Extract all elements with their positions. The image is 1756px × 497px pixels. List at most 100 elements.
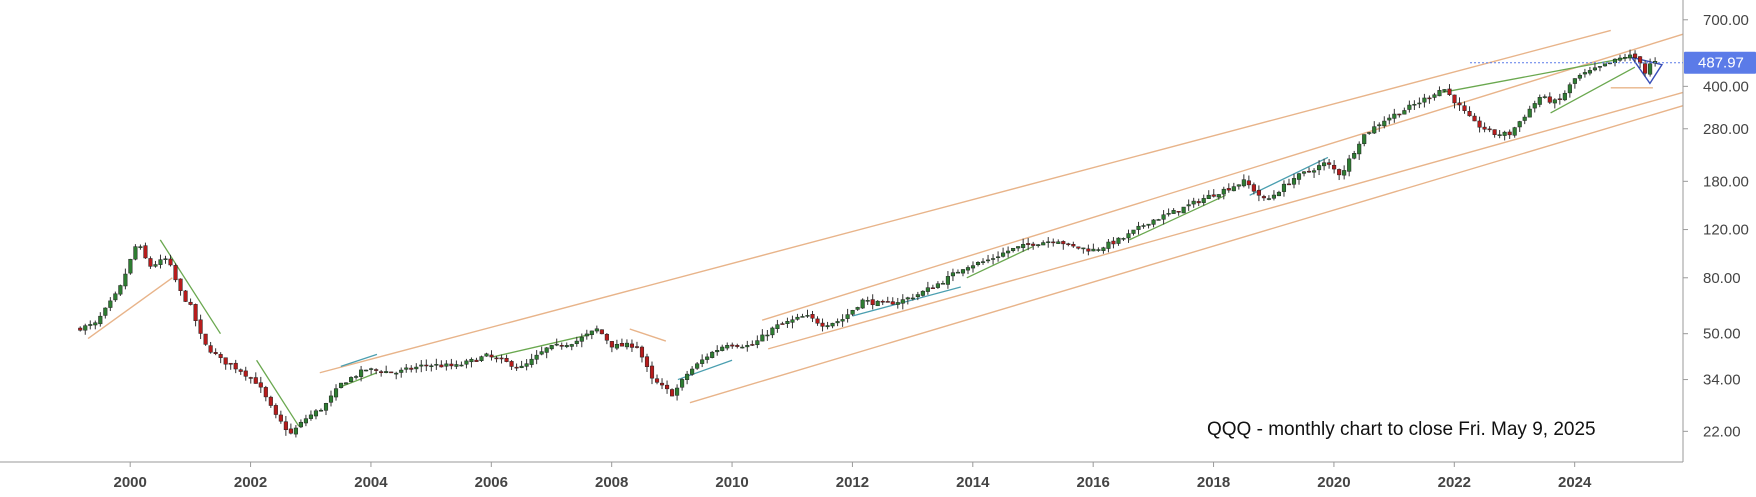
candle-body: [619, 343, 624, 347]
candle-body: [780, 323, 785, 325]
candle-body: [599, 329, 604, 335]
candle-body: [1352, 153, 1357, 159]
candle-body: [1407, 104, 1412, 110]
candle-body: [1226, 188, 1231, 191]
x-tick-label: 2012: [836, 474, 869, 491]
x-tick-label: 2022: [1438, 474, 1471, 491]
candle-body: [474, 359, 479, 362]
candle-body: [745, 345, 750, 348]
candle-body: [293, 427, 298, 435]
candle-body: [649, 365, 655, 379]
candle-body: [1422, 97, 1427, 103]
candle-body: [654, 378, 660, 383]
candle-body: [1633, 53, 1638, 58]
candle-body: [534, 354, 539, 360]
candle-body: [805, 315, 810, 317]
candle-body: [298, 421, 303, 428]
candle-body: [123, 273, 128, 287]
candle-body: [424, 364, 429, 367]
candle-body: [313, 410, 319, 417]
candle-body: [198, 319, 203, 334]
candle-body: [680, 379, 685, 388]
candle-body: [1061, 241, 1066, 245]
candle-body: [1151, 219, 1156, 225]
candle-body: [449, 363, 454, 367]
candle-body: [1101, 247, 1106, 251]
candle-body: [1447, 88, 1452, 95]
candle-body: [830, 322, 835, 327]
y-tick-label: 700.00: [1703, 12, 1749, 29]
candle-body: [1497, 134, 1502, 136]
candle-body: [1041, 242, 1046, 246]
x-tick-label: 2020: [1317, 474, 1350, 491]
candle-body: [1577, 74, 1582, 79]
candle-body: [900, 299, 905, 304]
candle-body: [1372, 126, 1377, 134]
candle-body: [1211, 194, 1216, 197]
x-tick-label: 2024: [1558, 474, 1592, 491]
candle-body: [614, 343, 619, 349]
candle-body: [1161, 214, 1166, 220]
candle-body: [1206, 194, 1211, 199]
candle-body: [1286, 183, 1292, 186]
candle-body: [955, 271, 961, 274]
candle-body: [288, 428, 293, 434]
y-tick-label: 50.00: [1703, 326, 1741, 343]
candle-body: [1547, 96, 1552, 103]
candle-body: [710, 351, 715, 358]
candle-body: [434, 364, 439, 366]
candle-body: [429, 365, 434, 367]
candle-body: [870, 299, 875, 306]
candle-body: [1387, 117, 1392, 121]
candle-body: [213, 352, 218, 354]
candle-body: [559, 345, 564, 347]
last-price-tag: [1684, 51, 1756, 74]
y-tick-label: 400.00: [1703, 78, 1749, 95]
trendline: [1550, 66, 1636, 114]
x-tick-label: 2016: [1076, 474, 1109, 491]
early-support-line: [87, 277, 173, 340]
candle-body: [1542, 96, 1547, 98]
candle-body: [574, 340, 579, 344]
candle-body: [333, 388, 339, 398]
candle-body: [1392, 113, 1397, 119]
candle-body: [755, 340, 760, 345]
top-2008-line: [629, 328, 667, 342]
x-tick-label: 2014: [956, 474, 990, 491]
candle-body: [354, 376, 359, 378]
candle-body: [685, 373, 690, 380]
candle-body: [1146, 223, 1151, 226]
candle-body: [1111, 240, 1116, 245]
channel-line-upper: [319, 29, 1611, 374]
candle-body: [1492, 129, 1497, 135]
candle-body: [1076, 246, 1081, 249]
candle-body: [318, 409, 324, 412]
candle-body: [1377, 124, 1382, 127]
candle-body: [965, 267, 971, 271]
candle-body: [118, 285, 123, 295]
candle-body: [960, 269, 966, 274]
candle-body: [1306, 170, 1312, 173]
candle-body: [369, 368, 374, 370]
candle-body: [730, 344, 735, 347]
candle-body: [720, 346, 725, 351]
candle-body: [790, 319, 795, 323]
candle-body: [1301, 171, 1307, 174]
candle-body: [374, 369, 379, 371]
candle-body: [579, 336, 584, 342]
candle-body: [83, 325, 88, 331]
candle-body: [1592, 67, 1597, 71]
candle-body: [1216, 194, 1221, 198]
candle-body: [108, 300, 113, 308]
candle-body: [1522, 116, 1527, 121]
candle-body: [1266, 198, 1271, 200]
candle-body: [384, 371, 389, 374]
candle-body: [1457, 102, 1462, 106]
candle-body: [514, 366, 519, 369]
chart-annotation: QQQ - monthly chart to close Fri. May 9,…: [1207, 419, 1596, 440]
candle-body: [268, 396, 273, 406]
candle-body: [328, 395, 334, 403]
candle-body: [1432, 94, 1437, 98]
